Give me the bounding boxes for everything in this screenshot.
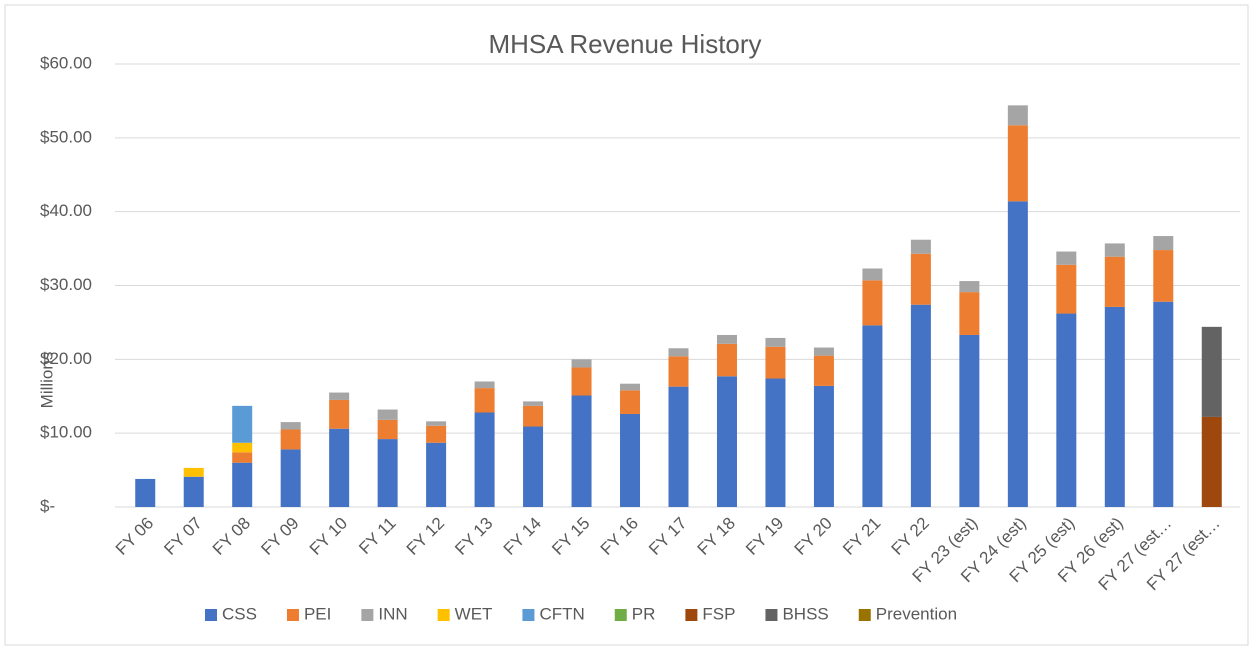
bar-segment [1056, 251, 1077, 265]
legend-swatch [685, 609, 698, 621]
bar-segment [910, 253, 931, 305]
bar-segment [620, 413, 641, 507]
bar-segment [280, 429, 301, 450]
y-tick-label: $10.00 [40, 423, 92, 442]
bar-segment [1104, 306, 1125, 507]
bar-segment [620, 390, 641, 414]
bar-segment [1153, 250, 1174, 302]
bar-segment [862, 325, 883, 507]
bar-segment [862, 268, 883, 281]
legend-label: INN [378, 604, 407, 623]
bar-segment [813, 347, 834, 356]
bar-segment [1201, 326, 1222, 417]
chart-border [4, 4, 1249, 646]
bar-segment [571, 367, 592, 396]
bar-segment [1007, 125, 1028, 202]
bar-segment [183, 476, 204, 507]
legend-label: PR [632, 604, 656, 623]
y-tick-label: $40.00 [40, 201, 92, 220]
bar-segment [1007, 201, 1028, 507]
bar-segment [1056, 264, 1077, 314]
legend-swatch [614, 609, 627, 621]
bar-segment [474, 388, 495, 413]
legend-label: WET [455, 604, 493, 623]
bar-segment [571, 359, 592, 368]
legend-swatch [205, 609, 217, 621]
bar-segment [959, 292, 980, 335]
bar-segment [862, 280, 883, 326]
y-tick-label: $20.00 [40, 349, 92, 368]
bar-segment [668, 356, 689, 387]
bar-segment [329, 428, 350, 507]
bar-segment [765, 378, 786, 507]
bar-segment [1153, 236, 1174, 251]
legend-swatch [437, 609, 450, 621]
bar-segment [813, 355, 834, 386]
legend-label: CSS [222, 604, 257, 623]
bar-segment [765, 337, 786, 347]
bar-segment [959, 281, 980, 293]
bar-segment [910, 304, 931, 507]
bar-segment [1104, 256, 1125, 307]
bar-segment [668, 386, 689, 507]
y-tick-label: $30.00 [40, 275, 92, 294]
bar-segment [232, 442, 253, 453]
bar-segment [716, 343, 737, 377]
legend-label: Prevention [876, 604, 957, 623]
y-tick-label: $- [40, 496, 55, 515]
bar-segment [377, 409, 398, 420]
bar-segment [377, 439, 398, 507]
bar-segment [135, 478, 156, 507]
bar-segment [716, 334, 737, 344]
bar-segment [377, 419, 398, 440]
bar-segment [910, 239, 931, 254]
bar-segment [183, 467, 204, 477]
legend-swatch [361, 609, 374, 621]
bar-segment [280, 422, 301, 430]
legend-swatch [522, 609, 535, 621]
bar-segment [232, 452, 253, 463]
legend-swatch [765, 609, 778, 621]
bar-segment [426, 425, 447, 443]
bar-segment [1056, 313, 1077, 507]
bar-segment [474, 381, 495, 389]
bar-segment [620, 383, 641, 391]
chart-title: MHSA Revenue History [488, 29, 761, 59]
bar-segment [232, 405, 253, 443]
bar-segment [426, 421, 447, 426]
bar-segment [716, 376, 737, 507]
bar-segment [280, 449, 301, 507]
legend-swatch [286, 609, 299, 621]
bar-segment [668, 348, 689, 357]
legend-label: BHSS [782, 604, 828, 623]
bar-segment [1104, 243, 1125, 257]
bar-segment [523, 401, 544, 406]
bar-segment [329, 399, 350, 429]
bar-segment [1153, 301, 1174, 507]
y-tick-label: $50.00 [40, 127, 92, 146]
bar-segment [523, 405, 544, 427]
bar-segment [232, 462, 253, 507]
bar-segment [1007, 105, 1028, 126]
bar-segment [474, 412, 495, 507]
legend-swatch [858, 609, 871, 621]
legend-label: FSP [702, 604, 735, 623]
bar-segment [523, 426, 544, 507]
bar-segment [329, 392, 350, 400]
y-axis-label: Millions [37, 352, 56, 409]
bar-segment [765, 346, 786, 379]
legend-label: PEI [304, 604, 331, 623]
bar-segment [1201, 416, 1222, 507]
bar-segment [571, 395, 592, 507]
bar-segment [426, 442, 447, 507]
bar-segment [959, 334, 980, 507]
legend-label: CFTN [539, 604, 584, 623]
y-tick-label: $60.00 [40, 53, 92, 72]
bar-segment [813, 385, 834, 507]
